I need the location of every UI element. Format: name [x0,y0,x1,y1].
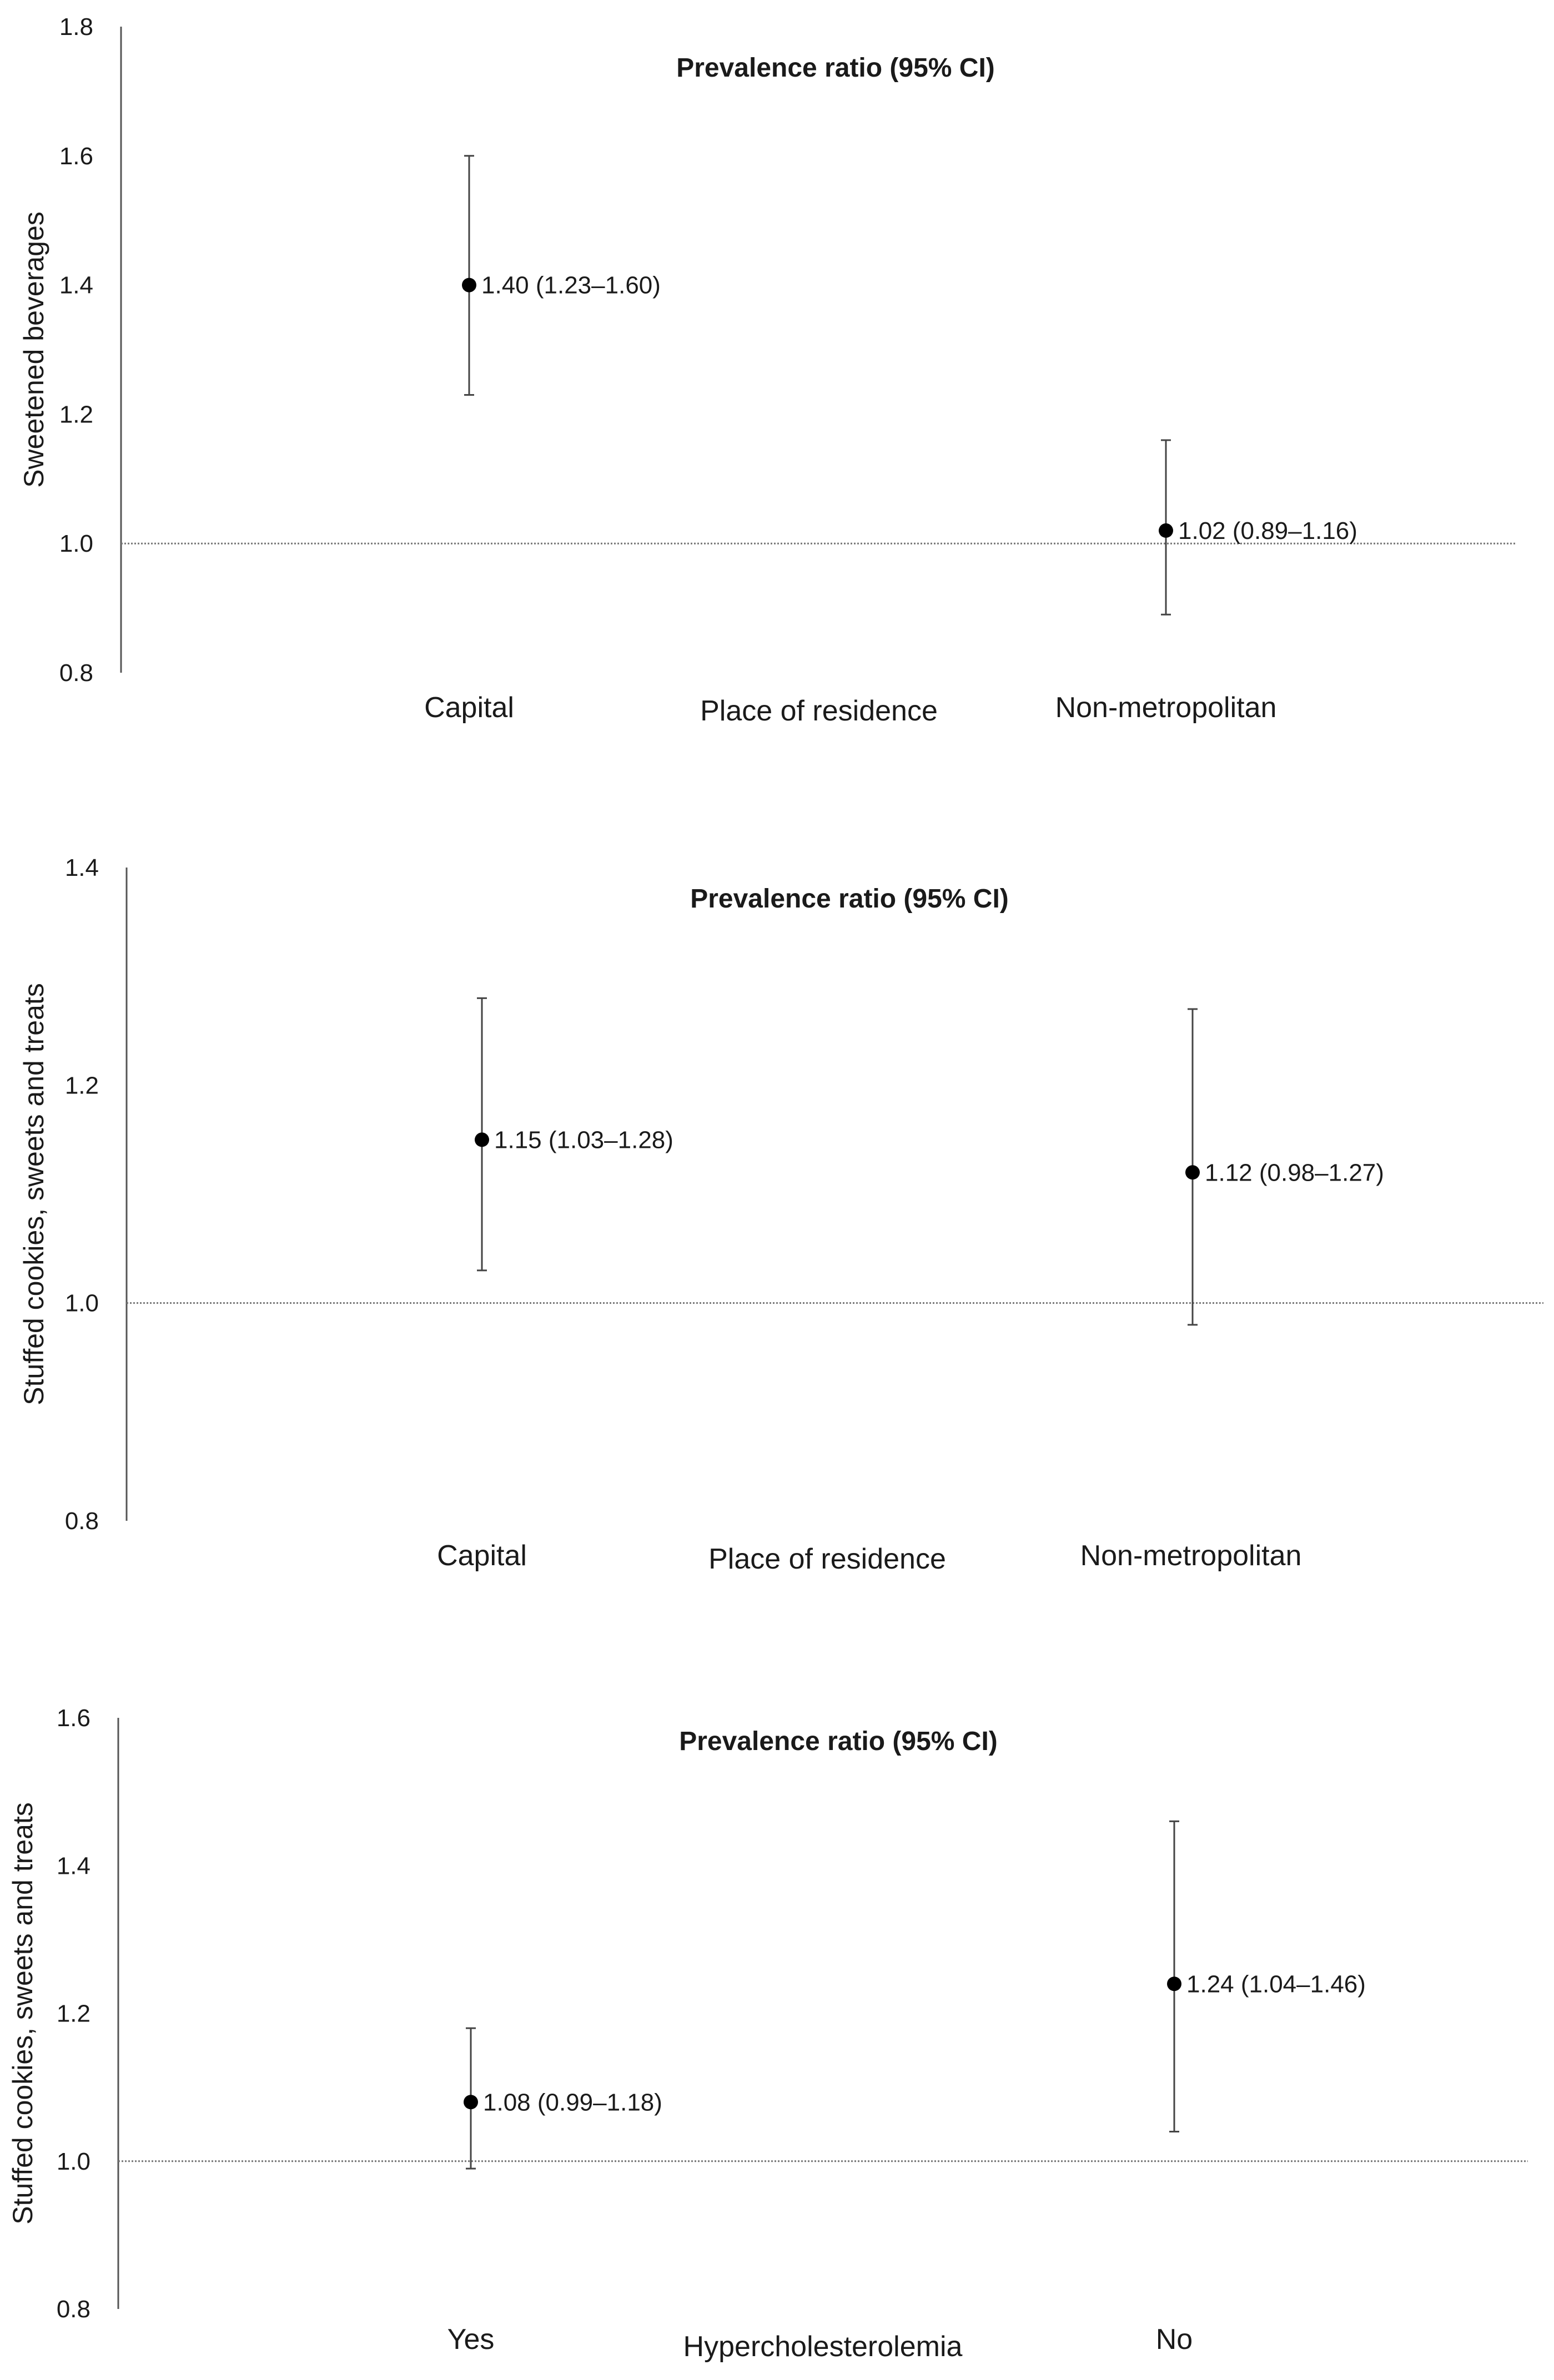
y-axis-label: Sweetened beverages [18,211,49,488]
y-tick-label: 1.0 [57,2148,90,2175]
chart-title: Prevalence ratio (95% CI) [690,884,1009,914]
x-category-label: Non-metropolitan [1055,692,1277,724]
y-tick-label: 1.2 [65,1072,99,1099]
y-tick-label: 0.8 [65,1507,99,1535]
point-marker [464,2095,478,2110]
point-value-label: 1.08 (0.99–1.18) [483,2089,662,2116]
y-tick-label: 1.6 [57,1705,90,1732]
y-tick-label: 0.8 [59,659,93,687]
point-marker [1185,1165,1200,1180]
y-tick-label: 0.8 [57,2296,90,2323]
chart-panel-2: 0.8 1.0 1.2 1.4 Prevalence ratio (95% CI) Stu… [18,854,1543,1575]
y-tick-label: 1.0 [59,530,93,557]
point-value-label: 1.24 (1.04–1.46) [1186,1970,1366,1998]
y-tick-label: 1.4 [65,854,99,881]
chart-panel-3: 0.8 1.0 1.2 1.4 1.6 Prevalence ratio (95% CI)… [7,1705,1528,2363]
point-marker [1159,523,1173,538]
x-axis-label: Hypercholesterolemia [683,2331,963,2363]
y-tick-label: 1.2 [59,401,93,428]
x-axis-label: Place of residence [700,695,938,727]
y-tick-label: 1.2 [57,2000,90,2028]
y-tick-label: 1.6 [59,143,93,170]
y-axis-label: Stuffed cookies, sweets and treats [7,1802,38,2225]
point-value-label: 1.15 (1.03–1.28) [494,1126,673,1153]
y-axis-label: Stuffed cookies, sweets and treats [18,983,49,1405]
y-tick-label: 1.4 [57,1852,90,1879]
chart-title: Prevalence ratio (95% CI) [679,1727,998,1756]
chart-panel-1: 0.8 1.0 1.2 1.4 1.6 1.8 Prevalence ratio (95% … [18,13,1516,727]
point-marker [1167,1976,1181,1991]
point-marker [475,1132,489,1147]
x-category-label: Capital [424,692,514,724]
x-category-label: Capital [437,1540,527,1572]
point-value-label: 1.12 (0.98–1.27) [1205,1159,1384,1186]
x-axis-label: Place of residence [708,1543,946,1575]
y-tick-label: 1.8 [59,13,93,41]
x-category-label: No [1156,2323,1193,2356]
x-category-label: Yes [447,2323,495,2356]
y-tick-label: 1.4 [59,272,93,299]
y-tick-label: 1.0 [65,1290,99,1317]
point-value-label: 1.02 (0.89–1.16) [1178,517,1357,544]
x-category-label: Non-metropolitan [1080,1540,1302,1572]
chart-title: Prevalence ratio (95% CI) [676,53,995,83]
point-value-label: 1.40 (1.23–1.60) [481,272,661,299]
point-marker [462,278,476,293]
